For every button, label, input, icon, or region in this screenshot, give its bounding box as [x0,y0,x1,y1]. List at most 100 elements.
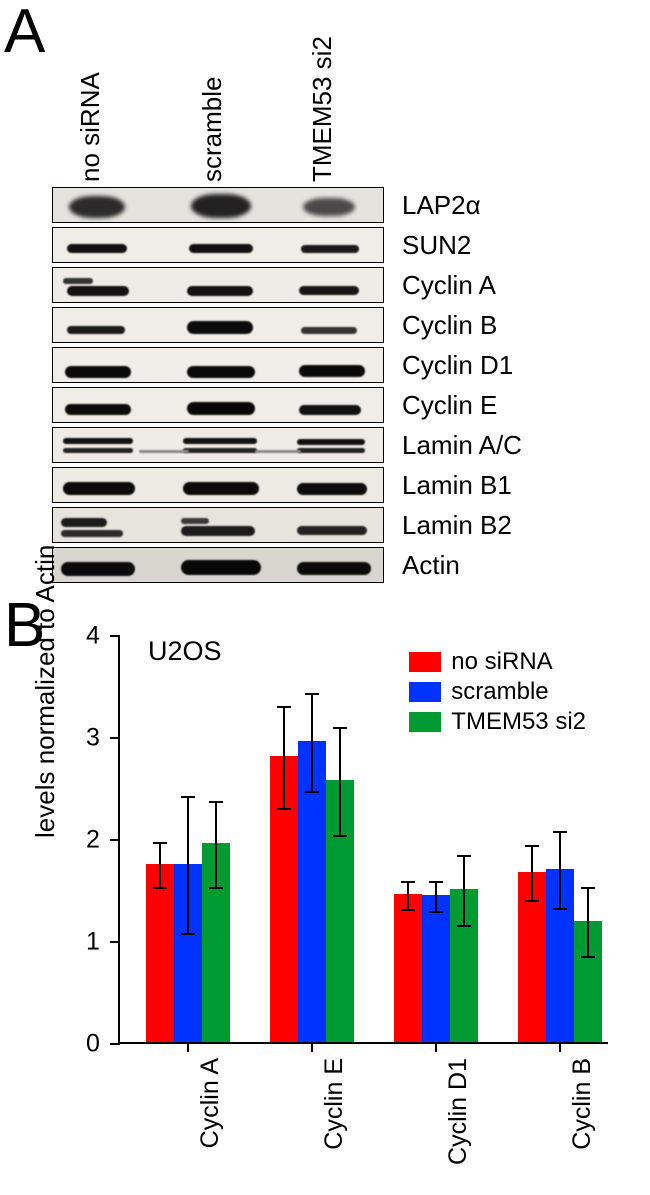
x-tick [187,1042,189,1052]
band [67,326,125,334]
band [297,439,365,445]
band [189,244,253,253]
bar [394,894,422,1042]
blot-row: Lamin B1 [52,466,610,504]
blot-label: LAP2α [402,190,481,221]
lane-headers: no siRNAscrambleTMEM53 si2 [68,4,388,186]
error-cap [333,727,347,729]
error-bar [159,843,161,888]
y-tick [110,1043,120,1045]
band [181,526,255,536]
error-bar [339,728,341,836]
blot-label: Cyclin A [402,270,496,301]
legend-swatch [409,712,441,732]
error-cap [305,791,319,793]
band [61,562,135,576]
blot-row: Lamin A/C [52,426,610,464]
error-bar [283,707,285,809]
blot-strip [52,547,384,583]
band [297,526,367,535]
band [61,518,107,527]
error-cap [525,900,539,902]
band [255,450,301,453]
error-bar [435,882,437,913]
error-bar [187,797,189,934]
x-label: Cyclin E [320,1058,349,1150]
error-cap [553,908,567,910]
blot-strip [52,387,384,423]
panel-b: B U2OS levels normalized to Actin no siR… [0,598,650,1194]
band [181,560,261,575]
legend-item: no siRNA [409,648,586,676]
x-tick [311,1042,313,1052]
legend-swatch [409,652,441,672]
error-cap [457,925,471,927]
band [299,405,361,415]
band [297,448,365,453]
y-tick-label: 4 [86,622,100,651]
blot-row: Cyclin D1 [52,346,610,384]
chart-plot-area: no siRNAscrambleTMEM53 si2 01234Cyclin A… [118,636,608,1044]
band [63,482,135,495]
band [63,278,93,284]
error-cap [305,693,319,695]
blot-strip [52,267,384,303]
blot-stack: LAP2α SUN2 Cyclin A Cyclin BCyclin D1 Cyclin… [52,186,610,586]
blot-strip [52,507,384,543]
x-tick [559,1042,561,1052]
x-label: Cyclin B [568,1058,597,1150]
blot-strip [52,427,384,463]
error-cap [209,801,223,803]
error-bar [311,694,313,792]
y-tick [110,839,120,841]
y-tick [110,635,120,637]
band [301,327,357,334]
legend-label: scramble [451,678,548,706]
band [297,483,367,495]
error-cap [553,831,567,833]
error-cap [277,808,291,810]
blot-row: Actin [52,546,610,584]
error-cap [333,835,347,837]
band [187,286,253,296]
error-cap [153,842,167,844]
error-cap [429,881,443,883]
x-tick [435,1042,437,1052]
band [181,518,209,524]
band [183,438,257,444]
error-cap [581,956,595,958]
band [187,366,255,378]
band [183,482,259,495]
blot-strip [52,347,384,383]
error-cap [429,911,443,913]
error-cap [153,887,167,889]
y-tick-label: 1 [86,928,100,957]
blot-label: Lamin B1 [402,470,512,501]
blot-label: Lamin A/C [402,430,522,461]
band [65,404,131,415]
band [297,562,371,575]
error-cap [457,855,471,857]
legend-item: TMEM53 si2 [409,708,586,736]
error-cap [181,796,195,798]
error-cap [401,909,415,911]
legend: no siRNAscrambleTMEM53 si2 [409,648,586,738]
blot-label: Cyclin E [402,390,497,421]
error-bar [531,846,533,901]
band [67,244,127,253]
blot-label: SUN2 [402,230,471,261]
band [187,402,255,415]
panel-a-label: A [4,0,45,67]
bar [146,864,174,1043]
error-cap [401,881,415,883]
blot-row: Lamin B2 [52,506,610,544]
band [303,198,355,216]
blot-row: LAP2α [52,186,610,224]
legend-label: TMEM53 si2 [451,708,586,736]
error-bar [559,832,561,910]
blot-row: Cyclin B [52,306,610,344]
blot-label: Actin [402,550,460,581]
legend-label: no siRNA [451,648,552,676]
blot-strip [52,467,384,503]
error-bar [587,888,589,957]
